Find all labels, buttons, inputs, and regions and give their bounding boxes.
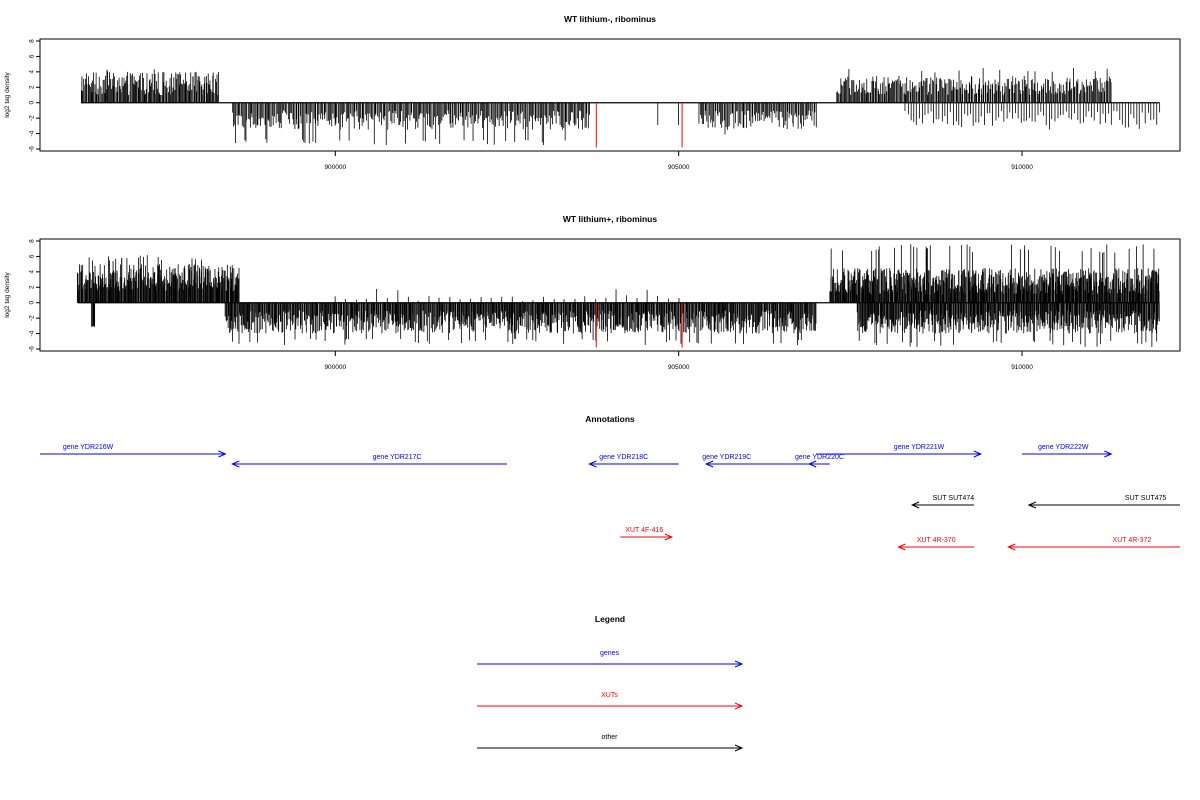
signal-bars <box>80 68 1161 146</box>
y-tick-label: -2 <box>29 315 36 321</box>
annotation-label: gene YDR218C <box>599 454 648 461</box>
arrowhead-left-icon <box>807 460 817 468</box>
legend-panel: Legend genes XUTs other <box>477 614 744 752</box>
track-panel-lithium-plus: WT lithium+, ribominus log2 tag density … <box>4 214 1181 371</box>
legend-label: genes <box>600 650 620 657</box>
y-tick-label: 2 <box>29 85 36 89</box>
track-panel-lithium-minus: WT lithium-, ribominus log2 tag density … <box>4 14 1181 171</box>
annotation-label: gene YDR220C <box>795 454 844 461</box>
marker-lines <box>595 102 683 148</box>
arrowhead-left-icon <box>910 501 920 509</box>
y-axis-label: log2 tag density <box>4 271 11 317</box>
annotation-label: XUT 4R-370 <box>917 537 956 544</box>
y-tick-label: 4 <box>29 70 36 74</box>
annotation-feature: XUT 4R-370 <box>897 537 974 551</box>
y-tick-label: 8 <box>29 39 36 43</box>
legend-title: Legend <box>595 614 625 624</box>
marker-lines <box>595 302 683 348</box>
y-tick-label: 2 <box>29 285 36 289</box>
annotation-items: gene YDR216W gene YDR217C gene YDR218C gene… <box>40 444 1180 551</box>
arrowhead-right-icon <box>734 660 744 668</box>
y-tick-label: 0 <box>29 101 36 105</box>
plot-frame <box>39 38 1181 152</box>
annotation-feature: gene YDR220C <box>795 454 844 468</box>
y-tick-label: -6 <box>29 146 36 152</box>
annotation-feature: gene YDR218C <box>588 454 679 468</box>
legend-item: genes <box>477 650 744 668</box>
y-axis: 8 6 4 2 0 -2 -4 -6 <box>29 39 40 152</box>
arrowhead-right-icon <box>1104 450 1113 458</box>
annotation-feature: SUT SUT475 <box>1027 495 1180 509</box>
x-tick-label: 905000 <box>668 364 690 371</box>
legend-label: other <box>602 734 619 741</box>
arrowhead-left-icon <box>1007 543 1016 551</box>
x-tick-label: 900000 <box>324 164 346 171</box>
x-tick-label: 910000 <box>1011 364 1033 371</box>
annotation-feature: gene YDR219C <box>702 454 817 468</box>
annotation-label: gene YDR216W <box>63 444 114 451</box>
track-title: WT lithium+, ribominus <box>563 214 657 224</box>
x-tick-label: 900000 <box>324 364 346 371</box>
x-axis: 900000 905000 910000 <box>324 351 1033 371</box>
x-axis: 900000 905000 910000 <box>324 151 1033 171</box>
y-tick-label: 0 <box>29 301 36 305</box>
y-tick-label: -6 <box>29 346 36 352</box>
annotation-feature: XUT 4F-416 <box>620 527 674 541</box>
arrowhead-right-icon <box>218 450 227 458</box>
y-tick-label: -4 <box>29 130 36 136</box>
x-tick-label: 910000 <box>1011 164 1033 171</box>
y-axis-label: log2 tag density <box>4 71 11 117</box>
annotation-feature: gene YDR216W <box>40 444 227 458</box>
y-tick-label: -4 <box>29 330 36 336</box>
legend-item: other <box>477 734 744 752</box>
arrowhead-right-icon <box>973 450 983 458</box>
y-tick-label: 6 <box>29 254 36 258</box>
arrowhead-left-icon <box>231 460 240 468</box>
y-axis: 8 6 4 2 0 -2 -4 -6 <box>29 239 40 352</box>
y-tick-label: 8 <box>29 239 36 243</box>
arrowhead-right-icon <box>664 533 674 541</box>
annotation-label: SUT SUT474 <box>933 495 975 502</box>
annotation-label: XUT 4F-416 <box>625 527 663 534</box>
plot-frame <box>39 238 1181 352</box>
track-title: WT lithium-, ribominus <box>564 14 656 24</box>
annotation-feature: SUT SUT474 <box>910 495 975 509</box>
signal-bars <box>76 244 1160 347</box>
legend-label: XUTs <box>601 692 618 699</box>
y-tick-label: -2 <box>29 115 36 121</box>
legend-items: genes XUTs other <box>477 650 744 752</box>
annotation-feature: gene YDR222W <box>1022 444 1113 458</box>
y-tick-label: 6 <box>29 54 36 58</box>
arrowhead-left-icon <box>588 460 597 468</box>
annotation-label: gene YDR217C <box>373 454 422 461</box>
arrowhead-left-icon <box>1027 501 1037 509</box>
arrowhead-right-icon <box>734 702 744 710</box>
annotation-label: XUT 4R-372 <box>1113 537 1152 544</box>
x-tick-label: 905000 <box>668 164 690 171</box>
y-tick-label: 4 <box>29 270 36 274</box>
annotation-label: gene YDR222W <box>1038 444 1089 451</box>
annotation-feature: XUT 4R-372 <box>1007 537 1180 551</box>
annotations-title: Annotations <box>585 414 635 424</box>
arrowhead-left-icon <box>704 460 714 468</box>
annotation-feature: gene YDR217C <box>231 454 507 468</box>
annotation-feature: gene YDR221W <box>816 444 983 458</box>
annotation-label: SUT SUT475 <box>1125 495 1167 502</box>
legend-item: XUTs <box>477 692 744 710</box>
annotation-label: gene YDR219C <box>702 454 751 461</box>
annotation-label: gene YDR221W <box>894 444 945 451</box>
arrowhead-left-icon <box>897 543 906 551</box>
arrowhead-right-icon <box>734 744 744 752</box>
